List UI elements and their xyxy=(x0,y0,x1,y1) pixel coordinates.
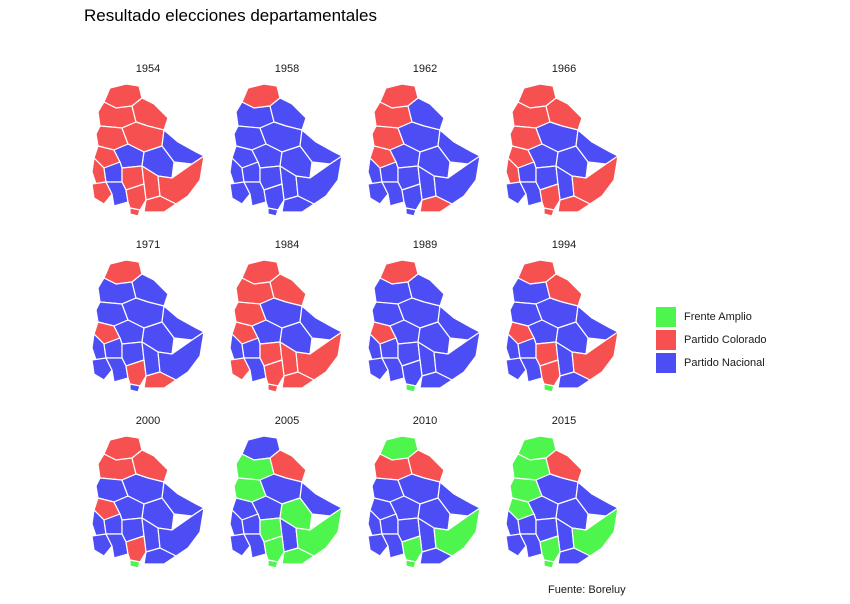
legend-label: Partido Nacional xyxy=(684,356,765,369)
panel-year-label: 1989 xyxy=(413,239,437,251)
department-colonia xyxy=(229,533,251,557)
map-panel-1962 xyxy=(367,83,481,217)
department-montevideo xyxy=(267,559,279,569)
department-montevideo xyxy=(543,559,555,569)
map-panel-2010 xyxy=(367,435,481,569)
department-montevideo xyxy=(543,207,555,217)
department-maldonado xyxy=(281,195,315,213)
department-colonia xyxy=(91,181,113,205)
department-montevideo xyxy=(267,207,279,217)
department-maldonado xyxy=(419,547,453,565)
department-colonia xyxy=(91,357,113,381)
panel-year-label: 1971 xyxy=(136,239,160,251)
legend-label: Partido Colorado xyxy=(684,333,767,346)
department-maldonado xyxy=(419,195,453,213)
department-maldonado xyxy=(557,547,591,565)
department-colonia xyxy=(505,533,527,557)
department-maldonado xyxy=(557,195,591,213)
map-panel-1971 xyxy=(91,259,205,393)
map-panel-1989 xyxy=(367,259,481,393)
map-panel-1984 xyxy=(229,259,343,393)
source-caption: Fuente: Boreluy xyxy=(548,584,626,596)
map-panel-1954 xyxy=(91,83,205,217)
department-montevideo xyxy=(129,559,141,569)
legend-item-frente-amplio: Frente Amplio xyxy=(656,305,767,328)
map-panel-2000 xyxy=(91,435,205,569)
panel-year-label: 2010 xyxy=(413,415,437,427)
legend: Frente Amplio Partido Colorado Partido N… xyxy=(656,305,767,374)
department-maldonado xyxy=(143,547,177,565)
panel-year-label: 2005 xyxy=(275,415,299,427)
department-colonia xyxy=(505,181,527,205)
department-montevideo xyxy=(543,383,555,393)
department-montevideo xyxy=(129,383,141,393)
panel-year-label: 1966 xyxy=(552,63,576,75)
department-maldonado xyxy=(143,371,177,389)
map-panel-1966 xyxy=(505,83,619,217)
map-panel-2005 xyxy=(229,435,343,569)
panel-year-label: 2000 xyxy=(136,415,160,427)
department-colonia xyxy=(367,357,389,381)
department-maldonado xyxy=(281,547,315,565)
department-colonia xyxy=(91,533,113,557)
panel-year-label: 1962 xyxy=(413,63,437,75)
map-panel-1994 xyxy=(505,259,619,393)
department-colonia xyxy=(229,181,251,205)
department-colonia xyxy=(229,357,251,381)
chart-title: Resultado elecciones departamentales xyxy=(84,6,377,25)
legend-item-partido-nacional: Partido Nacional xyxy=(656,351,767,374)
department-montevideo xyxy=(129,207,141,217)
panel-year-label: 2015 xyxy=(552,415,576,427)
legend-swatch-partido-nacional xyxy=(656,352,676,373)
map-panel-1958 xyxy=(229,83,343,217)
department-maldonado xyxy=(419,371,453,389)
legend-swatch-partido-colorado xyxy=(656,329,676,350)
department-montevideo xyxy=(405,559,417,569)
department-montevideo xyxy=(405,383,417,393)
legend-item-partido-colorado: Partido Colorado xyxy=(656,328,767,351)
legend-label: Frente Amplio xyxy=(684,310,752,323)
department-colonia xyxy=(367,533,389,557)
department-maldonado xyxy=(143,195,177,213)
department-maldonado xyxy=(281,371,315,389)
department-maldonado xyxy=(557,371,591,389)
panel-year-label: 1954 xyxy=(136,63,160,75)
department-montevideo xyxy=(405,207,417,217)
panel-year-label: 1994 xyxy=(552,239,576,251)
panel-year-label: 1958 xyxy=(275,63,299,75)
map-panel-2015 xyxy=(505,435,619,569)
legend-swatch-frente-amplio xyxy=(656,306,676,327)
panel-year-label: 1984 xyxy=(275,239,299,251)
department-montevideo xyxy=(267,383,279,393)
department-colonia xyxy=(505,357,527,381)
department-colonia xyxy=(367,181,389,205)
